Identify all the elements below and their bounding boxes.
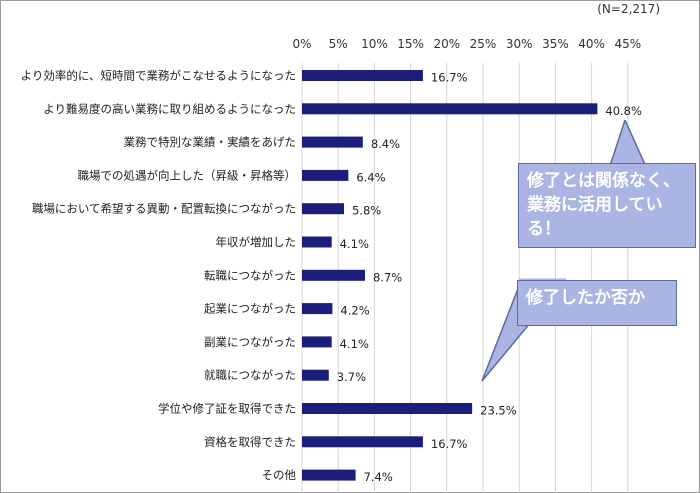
bar <box>302 403 473 414</box>
x-tick-label: 10% <box>361 37 388 51</box>
x-tick-label: 30% <box>506 37 533 51</box>
x-tick-label: 5% <box>329 37 348 51</box>
x-tick-label: 35% <box>542 37 569 51</box>
category-label: 職場での処遇が向上した（昇級・昇格等） <box>78 168 297 182</box>
bar <box>302 103 598 115</box>
bar <box>302 70 423 81</box>
category-label: その他 <box>262 468 297 482</box>
x-tick-label: 0% <box>292 37 311 51</box>
data-label: 3.7% <box>337 370 366 384</box>
data-label: 8.4% <box>371 137 400 151</box>
category-label: より効率的に、短時間で業務がこなせるようになった <box>21 69 296 83</box>
bar <box>302 136 363 148</box>
sample-size-note: (N=2,217) <box>597 2 660 16</box>
bar <box>302 169 349 181</box>
data-label: 6.4% <box>356 170 385 184</box>
callout-completion: 修了したか否か <box>517 280 677 326</box>
x-tick-label: 45% <box>614 37 641 51</box>
data-label: 5.8% <box>352 204 381 218</box>
data-label: 16.7% <box>431 71 468 85</box>
category-label: 就職につながった <box>204 368 296 382</box>
data-label: 7.4% <box>364 470 393 484</box>
data-label: 16.7% <box>431 437 468 451</box>
category-label: 年収が増加した <box>216 235 297 249</box>
category-label: 業務で特別な業績・実績をあげた <box>124 135 297 149</box>
x-tick-label: 25% <box>470 37 497 51</box>
category-label: 転職につながった <box>204 268 296 282</box>
bar <box>302 269 365 281</box>
data-label: 40.8% <box>605 104 642 118</box>
category-label: 学位や修了証を取得できた <box>158 402 296 416</box>
x-tick-label: 40% <box>578 37 605 51</box>
x-tick-label: 20% <box>433 37 460 51</box>
bar <box>302 203 344 215</box>
bar <box>302 436 423 448</box>
bar <box>302 236 332 248</box>
bar <box>302 469 356 481</box>
bar <box>302 303 333 315</box>
data-label: 4.1% <box>340 237 369 251</box>
category-label: 副業につながった <box>204 335 296 349</box>
data-label: 4.2% <box>340 304 369 318</box>
bar <box>302 336 332 348</box>
data-label: 4.1% <box>340 337 369 351</box>
bar <box>302 369 329 381</box>
category-label: 起業につながった <box>204 302 296 316</box>
callout-usage: 修了とは関係なく、業務に活用している！ <box>518 163 696 248</box>
category-label: 職場において希望する異動・配置転換につながった <box>32 202 296 216</box>
category-label: より難易度の高い業務に取り組めるようになった <box>43 102 296 116</box>
x-tick-label: 15% <box>397 37 424 51</box>
data-label: 8.7% <box>373 270 402 284</box>
data-label: 23.5% <box>480 404 517 418</box>
category-label: 資格を取得できた <box>204 435 296 449</box>
